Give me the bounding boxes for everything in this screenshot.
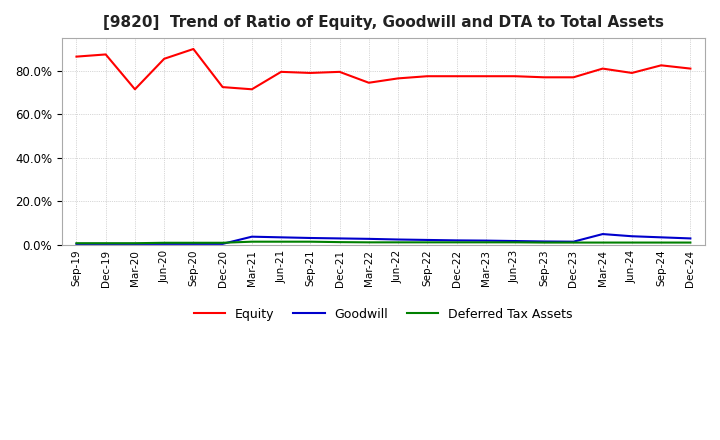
Deferred Tax Assets [657, 240, 665, 245]
Deferred Tax Assets [72, 241, 81, 246]
Goodwill [102, 241, 110, 246]
Goodwill [336, 236, 344, 241]
Equity [160, 56, 168, 62]
Goodwill [423, 237, 431, 242]
Equity [189, 46, 198, 51]
Equity [423, 73, 431, 79]
Equity [130, 87, 139, 92]
Equity [510, 73, 519, 79]
Goodwill [452, 238, 461, 243]
Deferred Tax Assets [364, 240, 373, 245]
Equity [218, 84, 227, 90]
Line: Equity: Equity [76, 49, 690, 89]
Deferred Tax Assets [540, 240, 549, 245]
Equity [628, 70, 636, 76]
Equity [540, 75, 549, 80]
Goodwill [248, 234, 256, 239]
Goodwill [569, 239, 577, 244]
Equity [482, 73, 490, 79]
Goodwill [72, 241, 81, 246]
Deferred Tax Assets [336, 239, 344, 245]
Goodwill [189, 241, 198, 246]
Goodwill [306, 235, 315, 241]
Equity [598, 66, 607, 71]
Equity [657, 62, 665, 68]
Equity [364, 80, 373, 85]
Deferred Tax Assets [423, 240, 431, 245]
Equity [336, 69, 344, 74]
Equity [569, 75, 577, 80]
Deferred Tax Assets [218, 240, 227, 246]
Goodwill [686, 236, 695, 241]
Deferred Tax Assets [598, 240, 607, 245]
Goodwill [218, 241, 227, 246]
Equity [306, 70, 315, 76]
Deferred Tax Assets [276, 239, 285, 244]
Deferred Tax Assets [482, 240, 490, 245]
Equity [394, 76, 402, 81]
Title: [9820]  Trend of Ratio of Equity, Goodwill and DTA to Total Assets: [9820] Trend of Ratio of Equity, Goodwil… [103, 15, 664, 30]
Legend: Equity, Goodwill, Deferred Tax Assets: Equity, Goodwill, Deferred Tax Assets [189, 303, 578, 326]
Equity [276, 69, 285, 74]
Deferred Tax Assets [130, 241, 139, 246]
Deferred Tax Assets [102, 241, 110, 246]
Deferred Tax Assets [569, 240, 577, 245]
Deferred Tax Assets [452, 240, 461, 245]
Equity [102, 52, 110, 57]
Equity [452, 73, 461, 79]
Goodwill [130, 241, 139, 246]
Goodwill [657, 235, 665, 240]
Goodwill [598, 231, 607, 237]
Line: Goodwill: Goodwill [76, 234, 690, 244]
Equity [248, 87, 256, 92]
Goodwill [160, 241, 168, 246]
Goodwill [540, 239, 549, 244]
Deferred Tax Assets [248, 239, 256, 244]
Deferred Tax Assets [510, 240, 519, 245]
Goodwill [510, 238, 519, 244]
Deferred Tax Assets [628, 240, 636, 245]
Deferred Tax Assets [160, 240, 168, 246]
Deferred Tax Assets [394, 240, 402, 245]
Goodwill [482, 238, 490, 243]
Equity [72, 54, 81, 59]
Goodwill [628, 234, 636, 239]
Goodwill [364, 236, 373, 242]
Deferred Tax Assets [189, 240, 198, 246]
Equity [686, 66, 695, 71]
Goodwill [276, 235, 285, 240]
Deferred Tax Assets [306, 239, 315, 244]
Goodwill [394, 237, 402, 242]
Line: Deferred Tax Assets: Deferred Tax Assets [76, 242, 690, 243]
Deferred Tax Assets [686, 240, 695, 245]
